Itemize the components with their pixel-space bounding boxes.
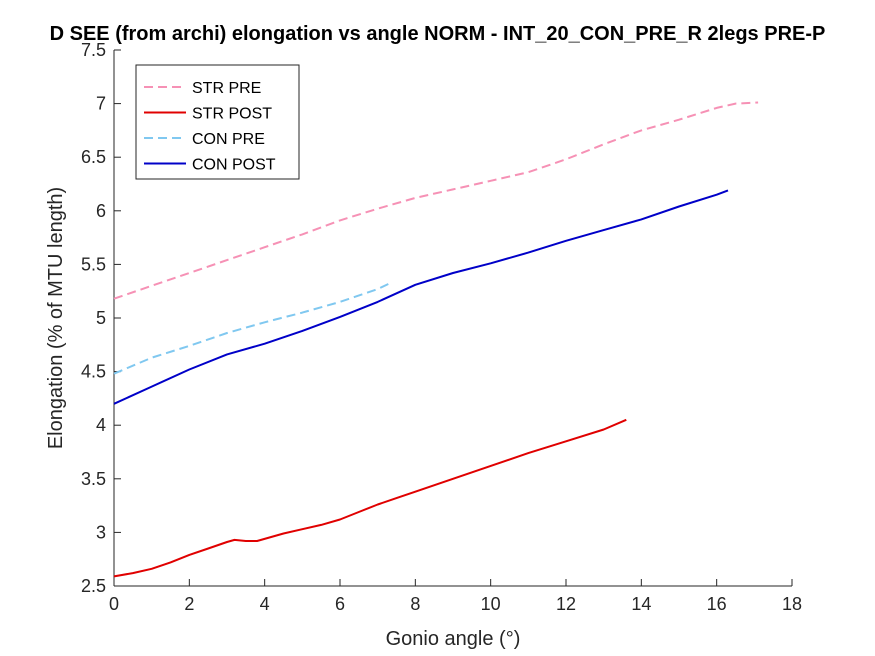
x-tick-label: 8: [410, 594, 420, 614]
series-line-con-post: [113, 189, 729, 405]
x-tick-label: 4: [260, 594, 270, 614]
x-tick-label: 12: [556, 594, 576, 614]
x-tick-label: 14: [631, 594, 651, 614]
y-tick-label: 2.5: [81, 576, 106, 596]
x-tick-label: 2: [184, 594, 194, 614]
legend-label: CON POST: [192, 157, 276, 174]
y-tick-label: 3: [96, 522, 106, 542]
chart-title: D SEE (from archi) elongation vs angle N…: [50, 23, 826, 45]
y-tick-label: 4.5: [81, 362, 106, 382]
y-tick-label: 5: [96, 308, 106, 328]
y-tick-label: 5.5: [81, 254, 106, 274]
x-tick-label: 6: [335, 594, 345, 614]
x-tick-label: 16: [707, 594, 727, 614]
y-tick-label: 7.5: [81, 40, 106, 60]
y-tick-label: 6: [96, 201, 106, 221]
legend-label: STR POST: [192, 106, 272, 123]
legend: STR PRE STR POST CON PRE CON POST: [135, 64, 300, 180]
y-tick-label: 7: [96, 94, 106, 114]
legend-label: CON PRE: [192, 131, 265, 148]
y-tick-label: 3.5: [81, 469, 106, 489]
x-tick-label: 0: [109, 594, 119, 614]
series-line-str-pre: [113, 101, 759, 300]
x-tick-label: 10: [481, 594, 501, 614]
y-axis-label: Elongation (% of MTU length): [45, 187, 67, 449]
x-tick-label: 18: [782, 594, 802, 614]
legend-label: STR PRE: [192, 80, 261, 97]
y-tick-label: 4: [96, 415, 106, 435]
series-line-con-pre: [113, 282, 390, 375]
y-tick-label: 6.5: [81, 147, 106, 167]
legend-box: [135, 64, 300, 180]
plot-area: 0 2 4 6 8 10 12 14 16 18 2.5 3 3.5 4 4.5 5 5.5 6 6.5 7 7.5: [81, 40, 802, 614]
series-line-str-post: [113, 418, 627, 578]
x-axis-label: Gonio angle (°): [386, 628, 521, 650]
